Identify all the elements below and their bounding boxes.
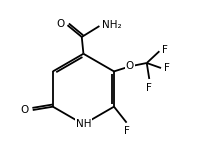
Text: NH₂: NH₂: [102, 20, 122, 30]
Text: F: F: [125, 126, 130, 136]
Text: O: O: [56, 19, 65, 29]
Text: O: O: [20, 105, 28, 115]
Text: F: F: [164, 63, 170, 73]
Text: NH: NH: [76, 119, 91, 129]
Text: O: O: [126, 61, 134, 71]
Text: F: F: [146, 83, 152, 93]
Text: F: F: [162, 45, 168, 55]
